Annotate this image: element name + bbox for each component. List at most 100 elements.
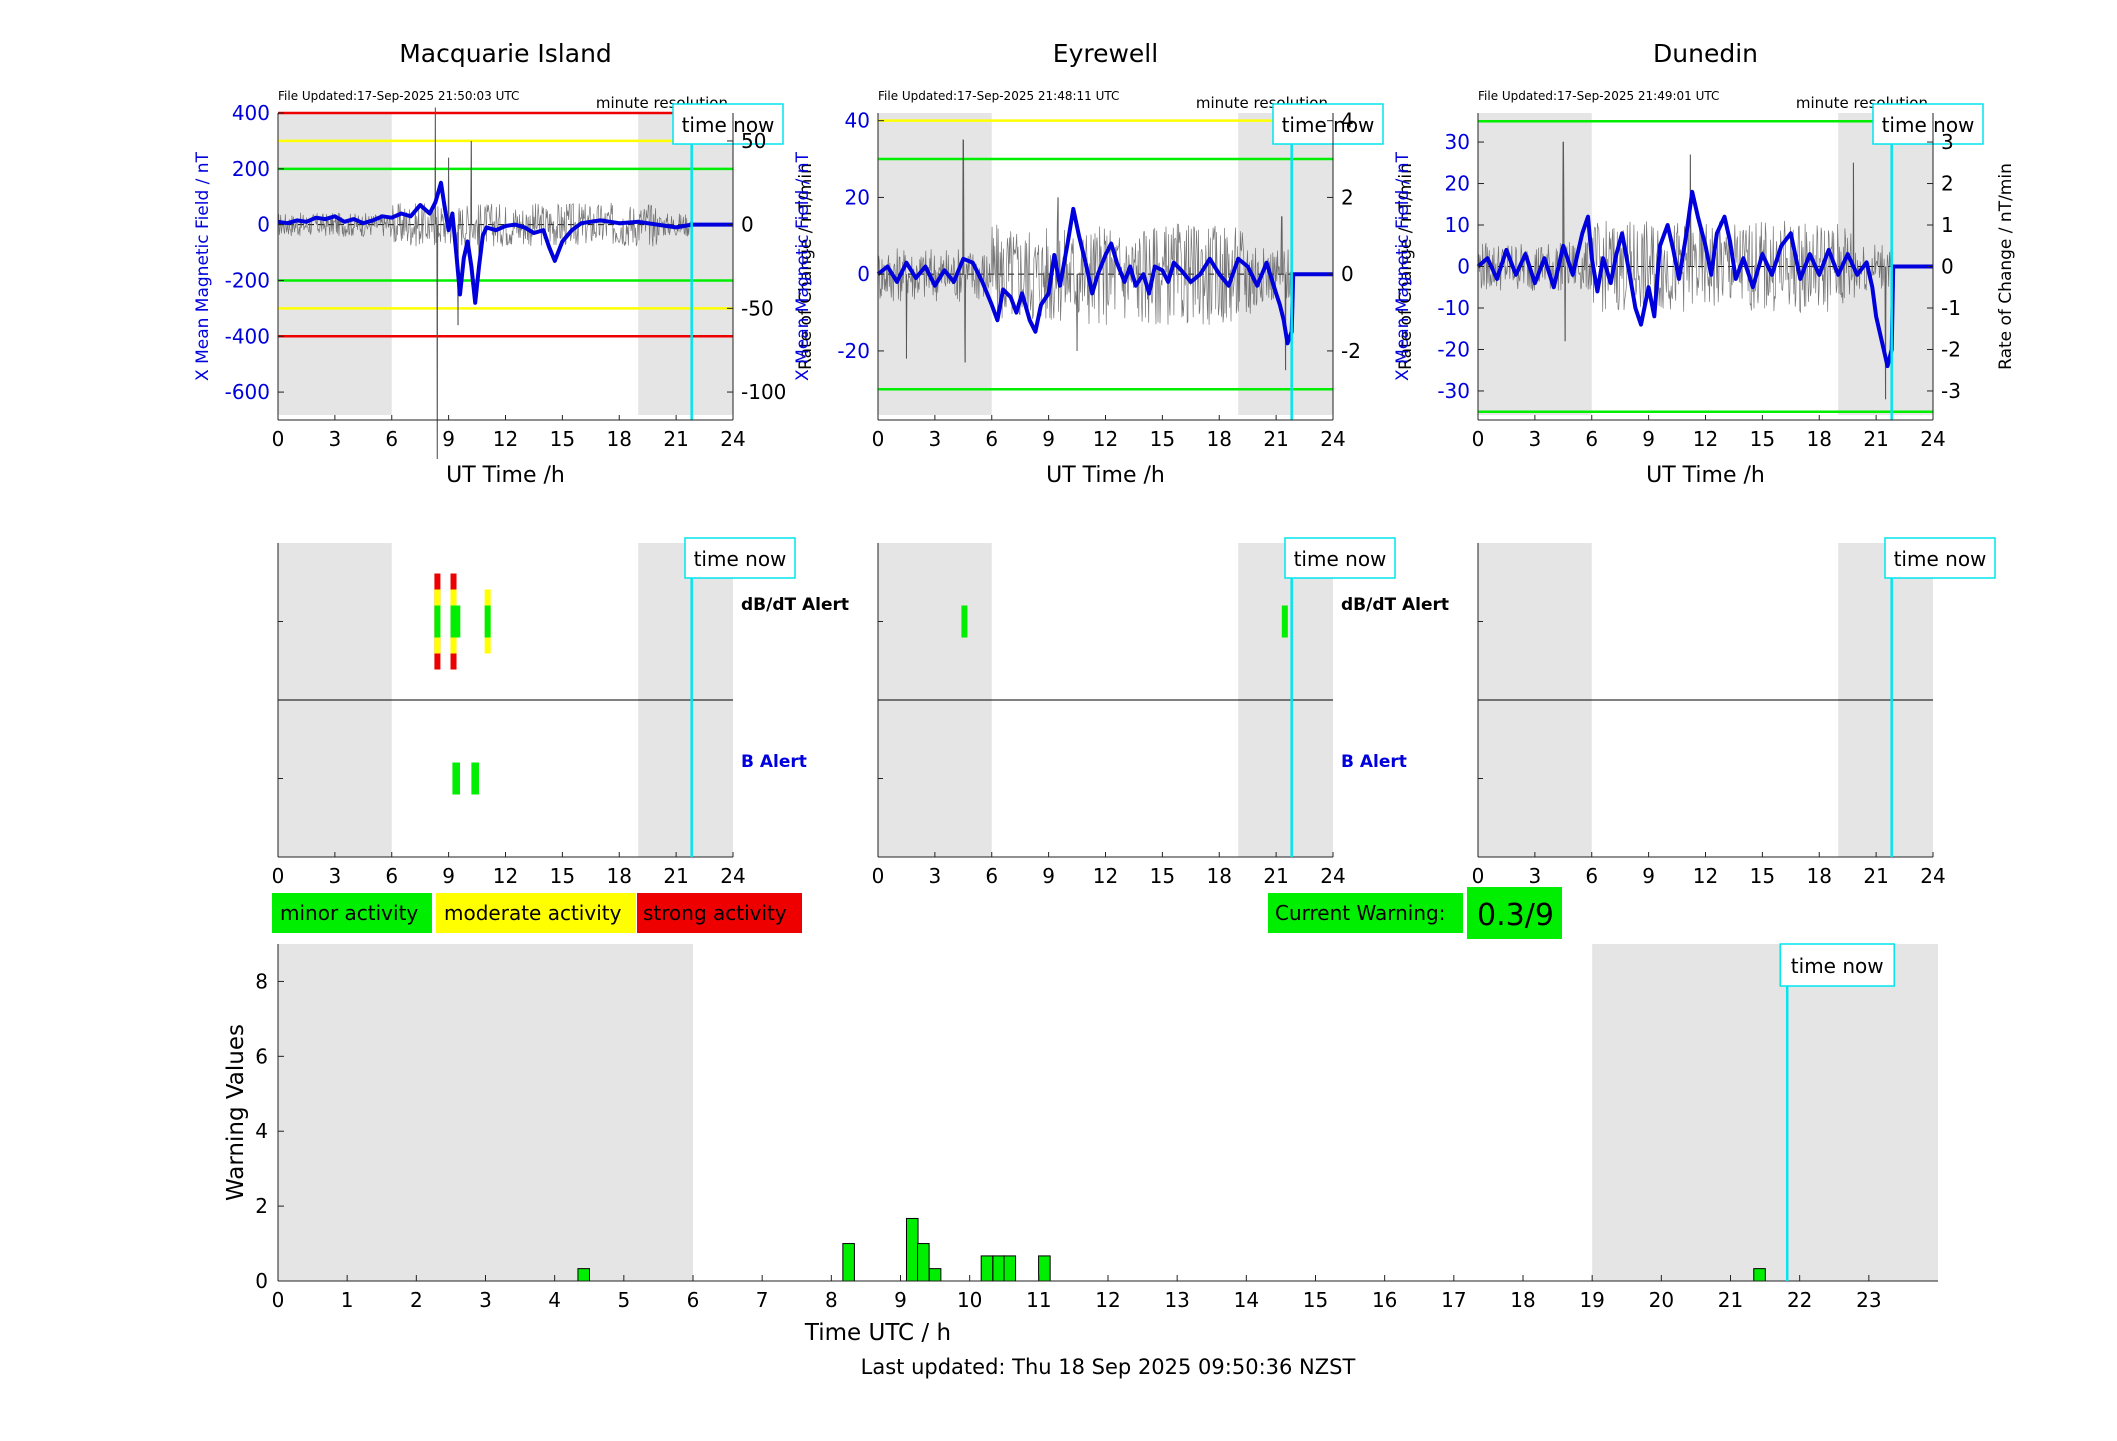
y-left-tick-label: 10: [1445, 213, 1470, 237]
warning-x-tick-label: 4: [548, 1288, 561, 1312]
warning-x-tick-label: 15: [1303, 1288, 1328, 1312]
y-left-tick-label: -30: [1437, 379, 1470, 403]
time-now-label: time now: [1282, 113, 1375, 137]
x-tick-label: 12: [1093, 427, 1118, 451]
x-tick-label-alert: 3: [929, 864, 942, 888]
warning-x-tick-label: 19: [1579, 1288, 1604, 1312]
warning-x-tick-label: 16: [1372, 1288, 1397, 1312]
station-title: Dunedin: [1653, 39, 1758, 68]
y-left-tick-label: 20: [1445, 172, 1470, 196]
mean-field-series: [277, 180, 733, 305]
warning-x-tick-label: 6: [687, 1288, 700, 1312]
warning-x-tick-label: 11: [1026, 1288, 1051, 1312]
rate-of-change-series: [1477, 141, 1892, 400]
warning-bar: [928, 1268, 942, 1282]
warning-x-tick-label: 5: [617, 1288, 630, 1312]
x-tick-label-alert: 9: [1642, 864, 1655, 888]
y-left-tick-label: -200: [225, 268, 270, 292]
night-shading: [638, 113, 733, 415]
x-tick-label: 21: [1863, 427, 1888, 451]
x-tick-label-alert: 3: [1529, 864, 1542, 888]
file-updated-text: File Updated:17-Sep-2025 21:48:11 UTC: [878, 89, 1119, 103]
mean-field-series: [876, 206, 1333, 346]
y-right-tick-label: 0: [1941, 255, 1954, 279]
y-left-tick-label: -10: [1437, 296, 1470, 320]
warning-y-tick-label: 6: [255, 1044, 268, 1068]
warning-x-tick-label: 13: [1164, 1288, 1189, 1312]
y-left-tick-label: 20: [845, 185, 870, 209]
y-left-tick-label: 0: [1457, 255, 1470, 279]
time-now-label-box: [1872, 103, 1984, 145]
warning-y-tick-label: 4: [255, 1119, 268, 1143]
warning-time-now-label: time now: [1791, 954, 1884, 978]
x-tick-label-alert: 6: [1585, 864, 1598, 888]
dbdt-alert-minor: [450, 605, 457, 638]
footer-last-updated: Last updated: Thu 18 Sep 2025 09:50:36 N…: [861, 1355, 1356, 1379]
warning-x-tick-label: 9: [894, 1288, 907, 1312]
x-tick-label-alert: 21: [1863, 864, 1888, 888]
x-tick-label-alert: 24: [720, 864, 745, 888]
y-left-axis-title: X Mean Magnetic Field / nT: [1393, 151, 1413, 381]
warning-x-tick-label: 17: [1441, 1288, 1466, 1312]
warning-bar: [980, 1255, 994, 1282]
warning-x-axis-title: Time UTC / h: [804, 1320, 951, 1346]
x-tick-label: 21: [663, 427, 688, 451]
dbdt-alert-minor: [484, 605, 491, 638]
x-tick-label-alert: 21: [1263, 864, 1288, 888]
y-left-tick-label: 200: [232, 157, 270, 181]
x-tick-label: 6: [1585, 427, 1598, 451]
y-left-axis-title: X Mean Magnetic Field / nT: [193, 151, 213, 381]
station-title: Macquarie Island: [399, 39, 612, 68]
x-tick-label: 15: [1150, 427, 1175, 451]
time-now-label-box: [684, 537, 796, 579]
y-right-tick-label: 1: [1941, 213, 1954, 237]
x-tick-label: 18: [1207, 427, 1232, 451]
warning-x-tick-label: 3: [479, 1288, 492, 1312]
file-updated-text: File Updated:17-Sep-2025 21:49:01 UTC: [1478, 89, 1719, 103]
x-tick-label: 12: [493, 427, 518, 451]
activity-legend: minor activity moderate activity strong …: [272, 893, 802, 933]
x-tick-label: 9: [1642, 427, 1655, 451]
time-now-label: time now: [1882, 113, 1975, 137]
x-tick-label-alert: 12: [1093, 864, 1118, 888]
current-warning-label: Current Warning:: [1275, 901, 1445, 925]
time-now-label: time now: [694, 547, 787, 571]
y-right-axis-title: Rate of Change / nT/min: [796, 163, 816, 370]
time-now-label: time now: [682, 113, 775, 137]
rate-of-change-series: [277, 107, 692, 460]
x-tick-label: 0: [872, 427, 885, 451]
warning-x-tick-label: 10: [957, 1288, 982, 1312]
warning-x-tick-label: 22: [1787, 1288, 1812, 1312]
dbdt-alert-minor: [454, 605, 461, 638]
x-tick-label-alert: 21: [663, 864, 688, 888]
x-tick-label-alert: 15: [550, 864, 575, 888]
warning-x-tick-label: 8: [825, 1288, 838, 1312]
y-left-axis-title: X Mean Magnetic Field / nT: [793, 151, 813, 381]
y-right-tick-label: 3: [1941, 130, 1954, 154]
legend-strong-label: strong activity: [643, 901, 787, 925]
legend-minor-swatch: [272, 893, 432, 933]
current-warning-value-box: [1467, 887, 1562, 939]
warning-bar: [1753, 1268, 1766, 1282]
legend-moderate-swatch: [436, 893, 636, 933]
x-tick-label-alert: 6: [385, 864, 398, 888]
current-warning: Current Warning: 0.3/9: [1268, 887, 1562, 939]
night-shading: [278, 113, 392, 415]
x-tick-label: 24: [720, 427, 745, 451]
y-right-tick-label: -2: [1341, 339, 1361, 363]
time-now-label-box: [1884, 537, 1996, 579]
y-right-tick-label: -100: [741, 380, 786, 404]
y-right-tick-label: 4: [1341, 109, 1354, 133]
dbdt-alert-label: dB/dT Alert: [741, 595, 849, 615]
time-now-label-box: [1272, 103, 1384, 145]
station-0: Macquarie Island File Updated:17-Sep-2025…: [193, 39, 849, 888]
time-now-label: time now: [1294, 547, 1387, 571]
y-left-tick-label: 30: [1445, 130, 1470, 154]
x-tick-label: 3: [1529, 427, 1542, 451]
x-tick-label: 15: [550, 427, 575, 451]
x-tick-label: 0: [1472, 427, 1485, 451]
y-left-tick-label: -20: [1437, 337, 1470, 361]
dbdt-alert-minor: [961, 605, 968, 638]
x-tick-label: 24: [1920, 427, 1945, 451]
